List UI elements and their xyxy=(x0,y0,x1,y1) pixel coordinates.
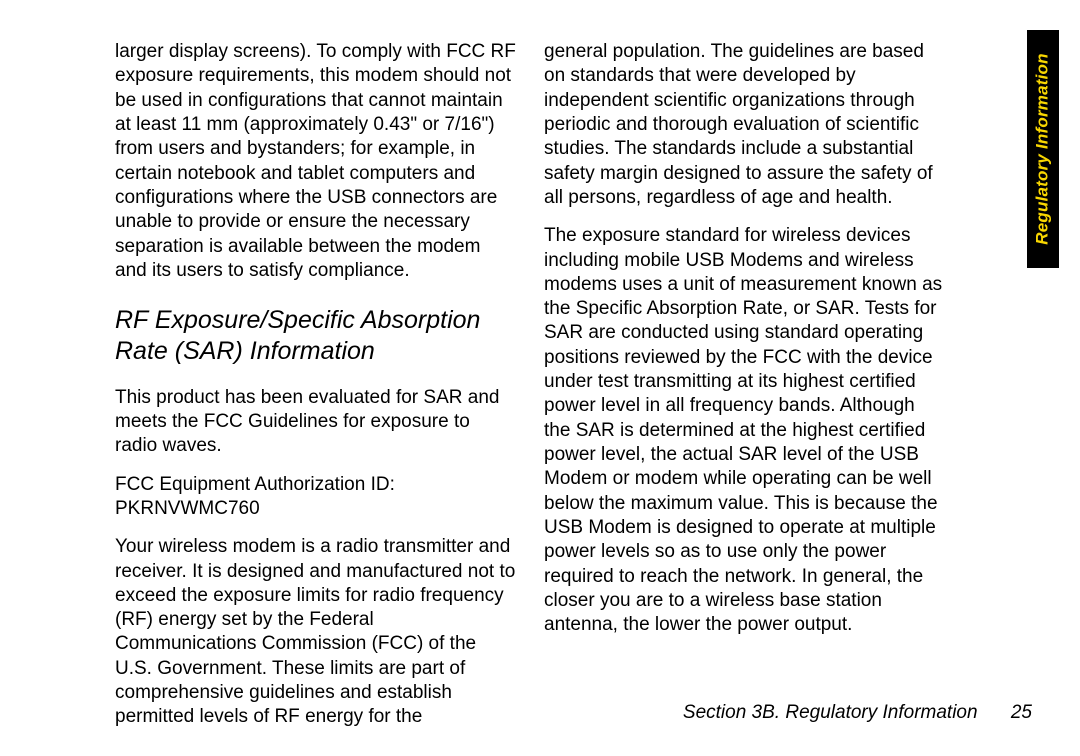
footer-page-number: 25 xyxy=(1011,702,1032,723)
section-heading: RF Exposure/Specific Absorption Rate (SA… xyxy=(115,305,516,368)
content-columns: larger display screens). To comply with … xyxy=(0,0,1005,744)
body-paragraph: larger display screens). To comply with … xyxy=(115,40,516,283)
body-paragraph: FCC Equipment Authorization ID: PKRNVWMC… xyxy=(115,473,516,522)
body-paragraph: general population. The guidelines are b… xyxy=(544,40,945,210)
side-tab-label: Regulatory Information xyxy=(1033,53,1053,244)
body-paragraph: This product has been evaluated for SAR … xyxy=(115,386,516,459)
side-tab: Regulatory Information xyxy=(1027,30,1059,268)
body-paragraph: Your wireless modem is a radio transmitt… xyxy=(115,535,516,730)
footer-section-label: Section 3B. Regulatory Information xyxy=(683,702,978,723)
document-page: Regulatory Information larger display sc… xyxy=(0,0,1080,756)
body-paragraph: The exposure standard for wireless devic… xyxy=(544,224,945,637)
right-column: general population. The guidelines are b… xyxy=(544,40,945,744)
left-column: larger display screens). To comply with … xyxy=(115,40,516,744)
page-footer: Section 3B. Regulatory Information 25 xyxy=(683,702,1032,724)
